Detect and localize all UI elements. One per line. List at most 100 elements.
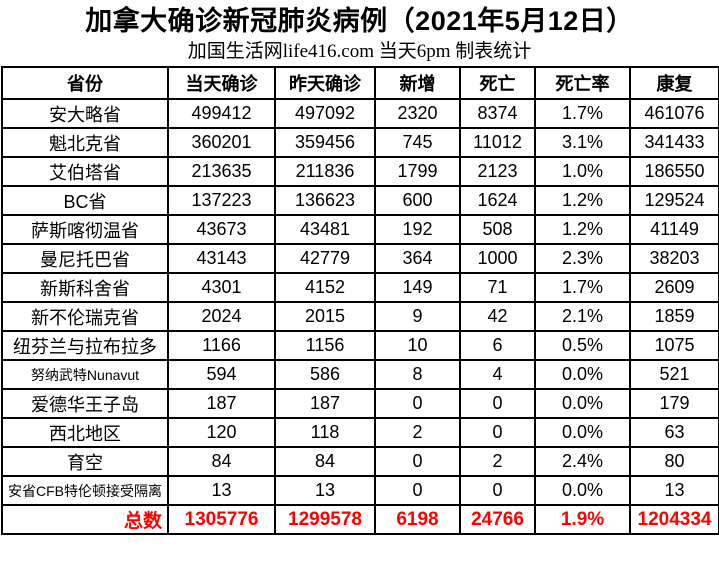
value-cell: 364 [374, 243, 461, 274]
value-cell: 497092 [274, 98, 376, 129]
value-cell: 0.0% [534, 475, 631, 506]
table-row: 萨斯喀彻温省 43673 43481 192 508 1.2% 41149 [1, 214, 719, 245]
value-cell: 2.4% [534, 446, 631, 477]
value-cell: 43143 [167, 243, 276, 274]
column-header-5: 死亡率 [534, 66, 631, 100]
table-row: 爱德华王子岛 187 187 0 0 0.0% 179 [1, 388, 719, 419]
column-header-4: 死亡 [459, 66, 536, 100]
table-row: 安大略省 499412 497092 2320 8374 1.7% 461076 [1, 98, 719, 129]
value-cell: 38203 [629, 243, 719, 274]
table-row: 曼尼托巴省 43143 42779 364 1000 2.3% 38203 [1, 243, 719, 274]
value-cell: 0.0% [534, 417, 631, 448]
value-cell: 1.7% [534, 98, 631, 129]
value-cell: 192 [374, 214, 461, 245]
total-value-cell: 24766 [459, 504, 536, 535]
value-cell: 129524 [629, 185, 719, 216]
province-cell: 新不伦瑞克省 [1, 301, 169, 332]
table-row: 育空 84 84 0 2 2.4% 80 [1, 446, 719, 477]
value-cell: 13 [274, 475, 376, 506]
table-row: 新不伦瑞克省 2024 2015 9 42 2.1% 1859 [1, 301, 719, 332]
column-header-2: 昨天确诊 [274, 66, 376, 100]
page-title: 加拿大确诊新冠肺炎病例（2021年5月12日） [85, 6, 634, 36]
column-header-3: 新增 [374, 66, 461, 100]
value-cell: 1.2% [534, 214, 631, 245]
province-cell: 曼尼托巴省 [1, 243, 169, 274]
value-cell: 187 [274, 388, 376, 419]
value-cell: 1075 [629, 330, 719, 361]
value-cell: 118 [274, 417, 376, 448]
value-cell: 600 [374, 185, 461, 216]
value-cell: 2015 [274, 301, 376, 332]
value-cell: 2609 [629, 272, 719, 303]
value-cell: 2 [374, 417, 461, 448]
value-cell: 8374 [459, 98, 536, 129]
province-cell: 纽芬兰与拉布拉多 [1, 330, 169, 361]
total-value-cell: 1305776 [167, 504, 276, 535]
table-body: 安大略省 499412 497092 2320 8374 1.7% 461076 魁北克省 36… [1, 98, 719, 535]
table-row: 新斯科舍省 4301 4152 149 71 1.7% 2609 [1, 272, 719, 303]
value-cell: 213635 [167, 156, 276, 187]
page-subtitle: 加国生活网life416.com 当天6pm 制表统计 [187, 41, 532, 62]
province-cell: 努纳武特Nunavut [1, 359, 169, 390]
value-cell: 4301 [167, 272, 276, 303]
value-cell: 2.3% [534, 243, 631, 274]
province-cell: 新斯科舍省 [1, 272, 169, 303]
value-cell: 63 [629, 417, 719, 448]
value-cell: 0 [459, 388, 536, 419]
table-row: 努纳武特Nunavut 594 586 8 4 0.0% 521 [1, 359, 719, 390]
province-cell: 安大略省 [1, 98, 169, 129]
table-row: 纽芬兰与拉布拉多 1166 1156 10 6 0.5% 1075 [1, 330, 719, 361]
value-cell: 359456 [274, 127, 376, 158]
value-cell: 1.2% [534, 185, 631, 216]
value-cell: 0 [374, 388, 461, 419]
value-cell: 1000 [459, 243, 536, 274]
value-cell: 0 [374, 446, 461, 477]
table-header-row: 省份 当天确诊 昨天确诊 新增 死亡 死亡率 康复 [1, 66, 719, 100]
column-header-0: 省份 [1, 66, 169, 100]
value-cell: 8 [374, 359, 461, 390]
value-cell: 136623 [274, 185, 376, 216]
province-cell: 萨斯喀彻温省 [1, 214, 169, 245]
value-cell: 186550 [629, 156, 719, 187]
value-cell: 360201 [167, 127, 276, 158]
value-cell: 84 [274, 446, 376, 477]
value-cell: 0.0% [534, 388, 631, 419]
total-value-cell: 1.9% [534, 504, 631, 535]
column-header-6: 康复 [629, 66, 719, 100]
table-row: BC省 137223 136623 600 1624 1.2% 129524 [1, 185, 719, 216]
column-header-1: 当天确诊 [167, 66, 276, 100]
value-cell: 1.0% [534, 156, 631, 187]
total-label-cell: 总数 [1, 504, 169, 535]
table-row: 安省CFB特伦顿接受隔离 13 13 0 0 0.0% 13 [1, 475, 719, 506]
province-cell: 魁北克省 [1, 127, 169, 158]
value-cell: 13 [629, 475, 719, 506]
value-cell: 187 [167, 388, 276, 419]
province-cell: BC省 [1, 185, 169, 216]
total-value-cell: 6198 [374, 504, 461, 535]
value-cell: 341433 [629, 127, 719, 158]
value-cell: 179 [629, 388, 719, 419]
value-cell: 10 [374, 330, 461, 361]
value-cell: 41149 [629, 214, 719, 245]
value-cell: 80 [629, 446, 719, 477]
total-value-cell: 1299578 [274, 504, 376, 535]
value-cell: 43481 [274, 214, 376, 245]
value-cell: 0.0% [534, 359, 631, 390]
total-row: 总数 1305776 1299578 6198 24766 1.9% 1204334 [1, 504, 719, 535]
value-cell: 1799 [374, 156, 461, 187]
value-cell: 2 [459, 446, 536, 477]
value-cell: 2320 [374, 98, 461, 129]
province-cell: 安省CFB特伦顿接受隔离 [1, 475, 169, 506]
table-row: 魁北克省 360201 359456 745 11012 3.1% 341433 [1, 127, 719, 158]
value-cell: 42779 [274, 243, 376, 274]
value-cell: 84 [167, 446, 276, 477]
value-cell: 461076 [629, 98, 719, 129]
value-cell: 586 [274, 359, 376, 390]
province-cell: 西北地区 [1, 417, 169, 448]
value-cell: 499412 [167, 98, 276, 129]
value-cell: 42 [459, 301, 536, 332]
value-cell: 1624 [459, 185, 536, 216]
value-cell: 3.1% [534, 127, 631, 158]
value-cell: 521 [629, 359, 719, 390]
value-cell: 745 [374, 127, 461, 158]
